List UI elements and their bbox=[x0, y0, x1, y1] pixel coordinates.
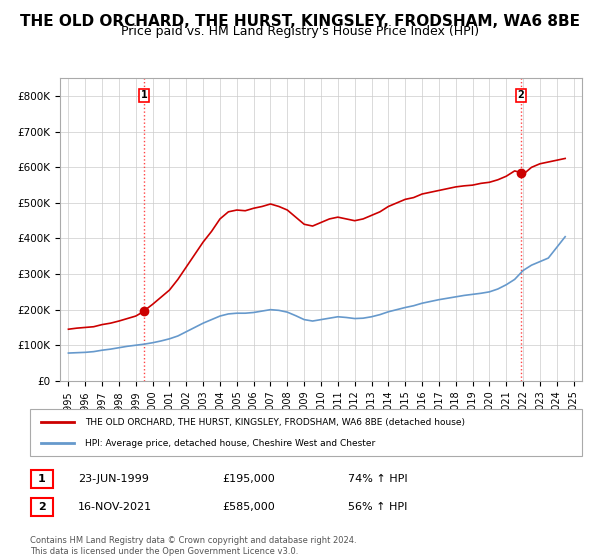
FancyBboxPatch shape bbox=[31, 470, 53, 488]
FancyBboxPatch shape bbox=[30, 409, 582, 456]
Text: 1: 1 bbox=[140, 91, 147, 100]
Text: 56% ↑ HPI: 56% ↑ HPI bbox=[348, 502, 407, 512]
FancyBboxPatch shape bbox=[31, 498, 53, 516]
Text: HPI: Average price, detached house, Cheshire West and Chester: HPI: Average price, detached house, Ches… bbox=[85, 438, 376, 447]
Text: THE OLD ORCHARD, THE HURST, KINGSLEY, FRODSHAM, WA6 8BE: THE OLD ORCHARD, THE HURST, KINGSLEY, FR… bbox=[20, 14, 580, 29]
Text: 2: 2 bbox=[38, 502, 46, 512]
Text: 23-JUN-1999: 23-JUN-1999 bbox=[78, 474, 149, 484]
Text: 16-NOV-2021: 16-NOV-2021 bbox=[78, 502, 152, 512]
Text: 2: 2 bbox=[518, 91, 524, 100]
Text: Price paid vs. HM Land Registry's House Price Index (HPI): Price paid vs. HM Land Registry's House … bbox=[121, 25, 479, 38]
Text: £585,000: £585,000 bbox=[222, 502, 275, 512]
Text: 1: 1 bbox=[38, 474, 46, 484]
Text: Contains HM Land Registry data © Crown copyright and database right 2024.
This d: Contains HM Land Registry data © Crown c… bbox=[30, 536, 356, 556]
Text: THE OLD ORCHARD, THE HURST, KINGSLEY, FRODSHAM, WA6 8BE (detached house): THE OLD ORCHARD, THE HURST, KINGSLEY, FR… bbox=[85, 418, 465, 427]
Text: 74% ↑ HPI: 74% ↑ HPI bbox=[348, 474, 407, 484]
Text: £195,000: £195,000 bbox=[222, 474, 275, 484]
